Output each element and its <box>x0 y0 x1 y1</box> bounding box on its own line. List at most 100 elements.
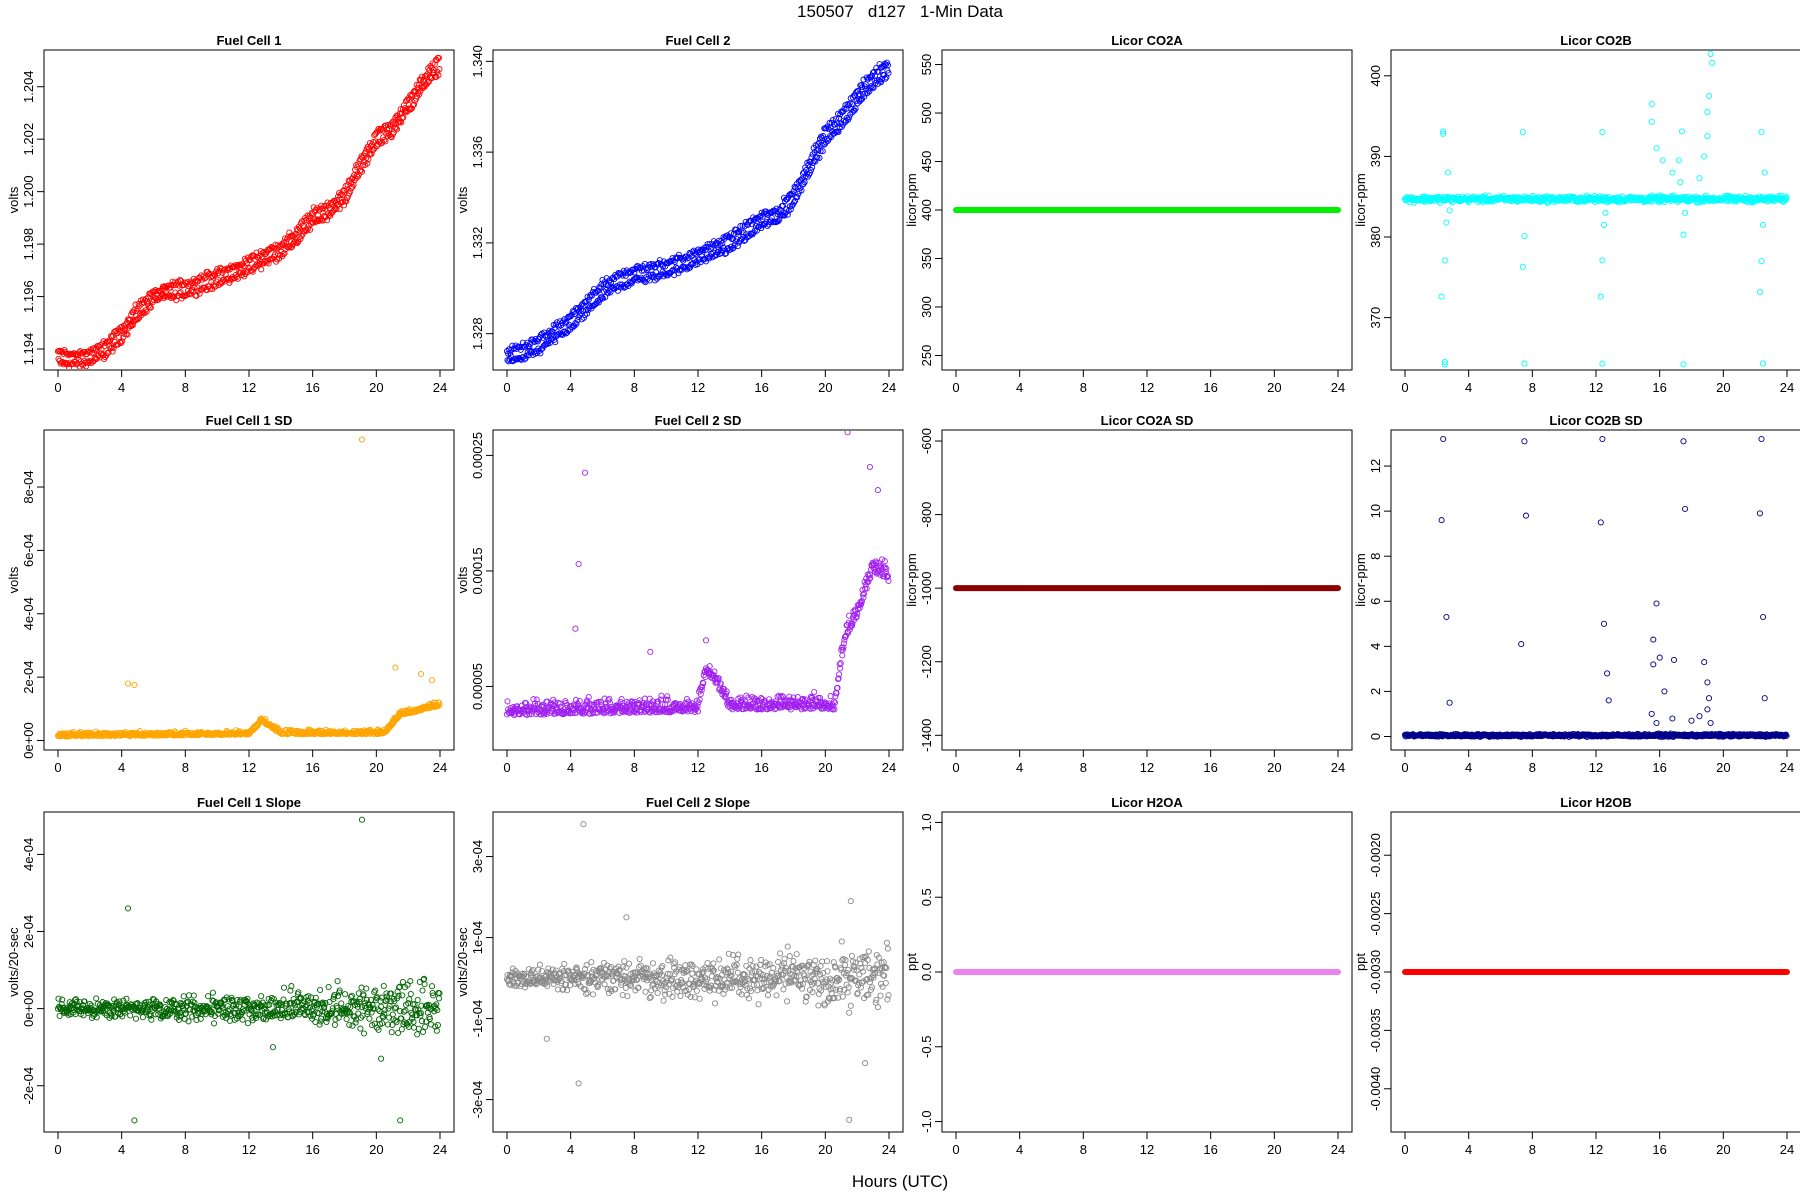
x-tick-label: 0 <box>1401 760 1408 775</box>
x-tick-label: 20 <box>369 380 383 395</box>
y-tick-label: 350 <box>919 248 934 270</box>
panel-title: Fuel Cell 1 SD <box>206 413 293 428</box>
data-point <box>337 192 344 199</box>
data-point <box>1440 130 1447 137</box>
y-axis-label: volts <box>6 566 21 593</box>
data-point <box>885 577 892 584</box>
data-point <box>312 206 319 213</box>
data-point <box>588 292 595 299</box>
panel-title: Fuel Cell 1 Slope <box>197 795 301 810</box>
data-point <box>881 573 888 580</box>
x-tick-label: 20 <box>1267 380 1281 395</box>
data-point <box>853 613 860 620</box>
data-point <box>107 345 114 352</box>
data-point <box>573 320 580 327</box>
data-point <box>114 341 122 348</box>
x-tick-label: 16 <box>1652 380 1666 395</box>
data-point <box>731 242 738 249</box>
data-point <box>714 679 721 686</box>
data-point <box>105 1002 112 1009</box>
y-axis-label: licor-ppm <box>904 553 919 606</box>
data-point <box>720 245 728 252</box>
data-point <box>787 206 794 213</box>
y-tick-label: 400 <box>1368 65 1383 87</box>
x-tick-label: 0 <box>952 760 959 775</box>
data-point <box>641 260 648 268</box>
data-point <box>624 270 632 277</box>
data-point <box>801 179 808 186</box>
panel-fc2sd: Fuel Cell 2 SD0 4 8 12 16 20 240.000050.000150… <box>455 413 904 775</box>
data-point <box>723 688 730 695</box>
data-point <box>1758 435 1765 443</box>
data-point <box>1648 100 1655 108</box>
data-point <box>55 995 62 1002</box>
y-tick-label: 12 <box>1368 459 1383 473</box>
data-point <box>190 992 197 999</box>
y-tick-label: 390 <box>1368 146 1383 168</box>
data-point <box>1438 517 1445 524</box>
data-point <box>572 305 580 312</box>
data-point <box>571 322 578 330</box>
data-point <box>73 998 80 1006</box>
data-point <box>1758 258 1765 265</box>
y-tick-label: 1.200 <box>21 175 36 208</box>
data-point <box>281 250 288 257</box>
y-tick-label: 4 <box>1368 643 1383 650</box>
data-point <box>818 141 825 148</box>
panel-title: Licor CO2A <box>1111 33 1183 48</box>
data-point <box>129 322 136 329</box>
y-tick-label: -1200 <box>919 645 934 678</box>
data-point <box>392 124 400 132</box>
data-point <box>185 1018 192 1025</box>
data-point <box>745 694 752 701</box>
data-point <box>314 212 322 219</box>
data-point <box>1653 719 1660 727</box>
data-point <box>1761 169 1768 176</box>
data-point <box>1704 109 1711 116</box>
data-point <box>1597 519 1604 526</box>
data-point <box>124 680 132 687</box>
data-point <box>616 281 624 288</box>
y-tick-label: 1.336 <box>470 136 485 169</box>
data-point <box>809 697 816 704</box>
x-tick-label: 24 <box>433 1142 447 1157</box>
data-point <box>388 134 395 141</box>
data-point <box>537 350 544 357</box>
data-point <box>350 181 357 188</box>
y-tick-label: 1.340 <box>470 45 485 78</box>
data-point <box>561 329 568 336</box>
data-points <box>1401 51 1790 368</box>
panel-co2bsd: Licor CO2B SD0 4 8 12 16 20 24024681012licor-p… <box>1353 413 1800 775</box>
data-point <box>831 699 838 706</box>
data-point <box>1597 293 1604 300</box>
data-point <box>234 275 241 282</box>
data-point <box>1760 221 1767 228</box>
data-point <box>816 154 823 161</box>
data-point <box>1688 717 1695 724</box>
data-point <box>1521 233 1528 240</box>
data-point <box>832 693 839 700</box>
data-point <box>343 198 350 205</box>
data-point <box>283 238 290 246</box>
data-point <box>308 210 315 217</box>
data-point <box>104 1000 111 1007</box>
x-tick-label: 12 <box>691 760 705 775</box>
x-tick-label: 16 <box>754 760 768 775</box>
data-point <box>208 1008 215 1016</box>
y-tick-label: 0.00005 <box>470 663 485 710</box>
x-tick-label: 4 <box>567 760 574 775</box>
x-tick-label: 8 <box>631 380 638 395</box>
data-point <box>1518 641 1525 648</box>
data-point <box>86 349 93 356</box>
panel-fc2: Fuel Cell 20 4 8 12 16 20 241.3281.3321.3361.3… <box>455 33 904 395</box>
y-axis-label: licor-ppm <box>1353 553 1368 606</box>
data-point <box>148 1016 155 1023</box>
data-point <box>258 266 265 273</box>
data-point <box>135 315 142 322</box>
data-point <box>120 334 127 341</box>
data-point <box>858 598 865 605</box>
data-point <box>182 1010 189 1017</box>
data-point <box>1682 505 1689 512</box>
data-point <box>271 245 278 252</box>
